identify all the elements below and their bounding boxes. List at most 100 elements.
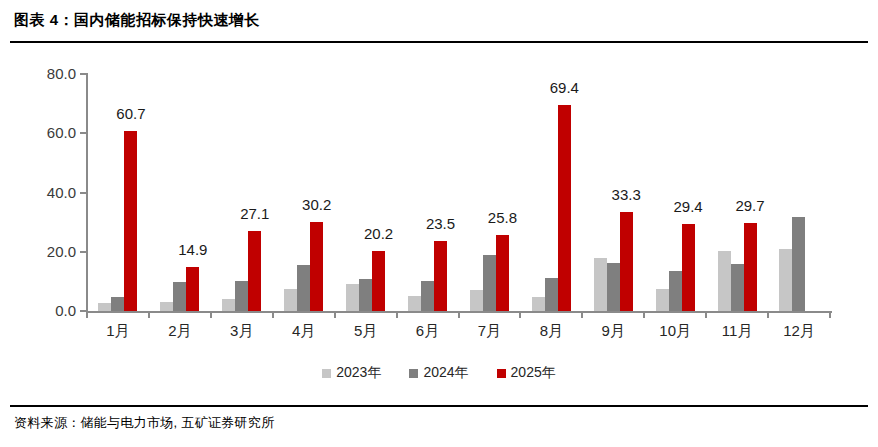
bar-2024年-4月 (297, 265, 310, 311)
x-tick-mark (519, 311, 521, 318)
x-tick-mark (86, 311, 88, 318)
bar-2023年-5月 (346, 284, 359, 311)
x-tick-mark (581, 311, 583, 318)
x-axis-label-11月: 11月 (706, 322, 768, 341)
bar-2025年-8月: 69.4 (558, 105, 571, 311)
x-tick-mark (458, 311, 460, 318)
bar-2024年-2月 (173, 282, 186, 311)
bar-group-10月: 29.4 (656, 74, 695, 311)
chart-title: 图表 4：国内储能招标保持快速增长 (14, 11, 260, 30)
x-tick-mark (334, 311, 336, 318)
bar-2025年-11月: 29.7 (744, 223, 757, 311)
x-tick-mark (643, 311, 645, 318)
y-tick-label: 60.0 (18, 124, 76, 142)
x-axis-label-5月: 5月 (335, 322, 397, 341)
bar-2025年-4月: 30.2 (310, 222, 323, 311)
data-label-6月: 23.5 (426, 215, 455, 232)
bar-group-6月: 23.5 (408, 74, 447, 311)
x-axis-label-9月: 9月 (582, 322, 644, 341)
legend-item-2024年: 2024年 (409, 364, 468, 382)
bar-2025年-3月: 27.1 (248, 231, 261, 311)
bar-2025年-7月: 25.8 (496, 235, 509, 311)
bar-2025年-10月: 29.4 (682, 224, 695, 311)
x-axis-label-1月: 1月 (87, 322, 149, 341)
legend-swatch-2023年 (322, 369, 331, 378)
y-tick-label: 40.0 (18, 184, 76, 202)
bar-2023年-7月 (470, 290, 483, 311)
data-label-3月: 27.1 (240, 205, 269, 222)
bar-2023年-4月 (284, 289, 297, 311)
x-axis-label-7月: 7月 (458, 322, 520, 341)
x-tick-mark (767, 311, 769, 318)
title-divider-line (10, 41, 868, 43)
data-label-10月: 29.4 (674, 198, 703, 215)
bar-2023年-8月 (532, 297, 545, 311)
legend-item-2023年: 2023年 (322, 364, 381, 382)
bar-group-4月: 30.2 (284, 74, 323, 311)
bar-2024年-6月 (421, 281, 434, 311)
x-axis-label-3月: 3月 (211, 322, 273, 341)
bar-2023年-10月 (656, 289, 669, 311)
bar-2023年-3月 (222, 299, 235, 311)
bar-2024年-5月 (359, 279, 372, 311)
data-label-8月: 69.4 (550, 79, 579, 96)
bar-2024年-9月 (607, 263, 620, 311)
y-tick-label: 20.0 (18, 243, 76, 261)
bar-2024年-8月 (545, 278, 558, 311)
legend-swatch-2025年 (497, 369, 506, 378)
x-axis-label-10月: 10月 (644, 322, 706, 341)
x-tick-mark (396, 311, 398, 318)
x-axis-label-2月: 2月 (149, 322, 211, 341)
data-label-7月: 25.8 (488, 209, 517, 226)
bar-2025年-5月: 20.2 (372, 251, 385, 311)
legend-label-2025年: 2025年 (511, 364, 556, 382)
bar-group-12月 (779, 74, 818, 311)
x-tick-mark (148, 311, 150, 318)
bar-2025年-9月: 33.3 (620, 212, 633, 311)
source-note: 资料来源：储能与电力市场, 五矿证券研究所 (14, 414, 275, 432)
x-axis-label-8月: 8月 (520, 322, 582, 341)
bar-2023年-6月 (408, 296, 421, 311)
bar-group-1月: 60.7 (98, 74, 137, 311)
legend-item-2025年: 2025年 (497, 364, 556, 382)
bar-2023年-2月 (160, 302, 173, 311)
x-tick-mark (272, 311, 274, 318)
bar-2023年-12月 (779, 249, 792, 311)
legend: 2023年 2024年 2025年 (0, 364, 878, 382)
bar-2024年-11月 (731, 264, 744, 311)
bar-2024年-7月 (483, 255, 496, 311)
bar-2025年-6月: 23.5 (434, 241, 447, 311)
bar-2024年-10月 (669, 271, 682, 311)
legend-swatch-2024年 (409, 369, 418, 378)
bar-2024年-1月 (111, 297, 124, 311)
bar-2024年-3月 (235, 281, 248, 312)
bar-group-2月: 14.9 (160, 74, 199, 311)
data-label-1月: 60.7 (116, 105, 145, 122)
data-label-2月: 14.9 (178, 241, 207, 258)
x-tick-mark (829, 311, 831, 318)
data-label-4月: 30.2 (302, 196, 331, 213)
x-axis-label-12月: 12月 (768, 322, 830, 341)
plot-area: 60.7 14.9 27.1 30.2 20.2 23.5 25.8 69.4 33.3 29.4… (87, 74, 830, 311)
bar-group-5月: 20.2 (346, 74, 385, 311)
bar-2023年-1月 (98, 303, 111, 311)
y-tick-label: 80.0 (18, 65, 76, 83)
bar-2023年-9月 (594, 258, 607, 311)
x-axis-label-6月: 6月 (397, 322, 459, 341)
bar-group-3月: 27.1 (222, 74, 261, 311)
x-tick-mark (210, 311, 212, 318)
bar-group-7月: 25.8 (470, 74, 509, 311)
data-label-11月: 29.7 (735, 197, 764, 214)
bar-group-11月: 29.7 (718, 74, 757, 311)
bar-2023年-11月 (718, 251, 731, 311)
x-axis-label-4月: 4月 (273, 322, 335, 341)
bar-2025年-2月: 14.9 (186, 267, 199, 311)
y-tick-label: 0.0 (18, 302, 76, 320)
footer-divider-line (10, 405, 868, 407)
bar-2025年-1月: 60.7 (124, 131, 137, 311)
report-chart-figure: 图表 4：国内储能招标保持快速增长 0.0 20.0 40.0 60.0 80.0 60… (0, 0, 878, 447)
data-label-5月: 20.2 (364, 225, 393, 242)
bar-group-8月: 69.4 (532, 74, 571, 311)
legend-label-2023年: 2023年 (336, 364, 381, 382)
bar-group-9月: 33.3 (594, 74, 633, 311)
